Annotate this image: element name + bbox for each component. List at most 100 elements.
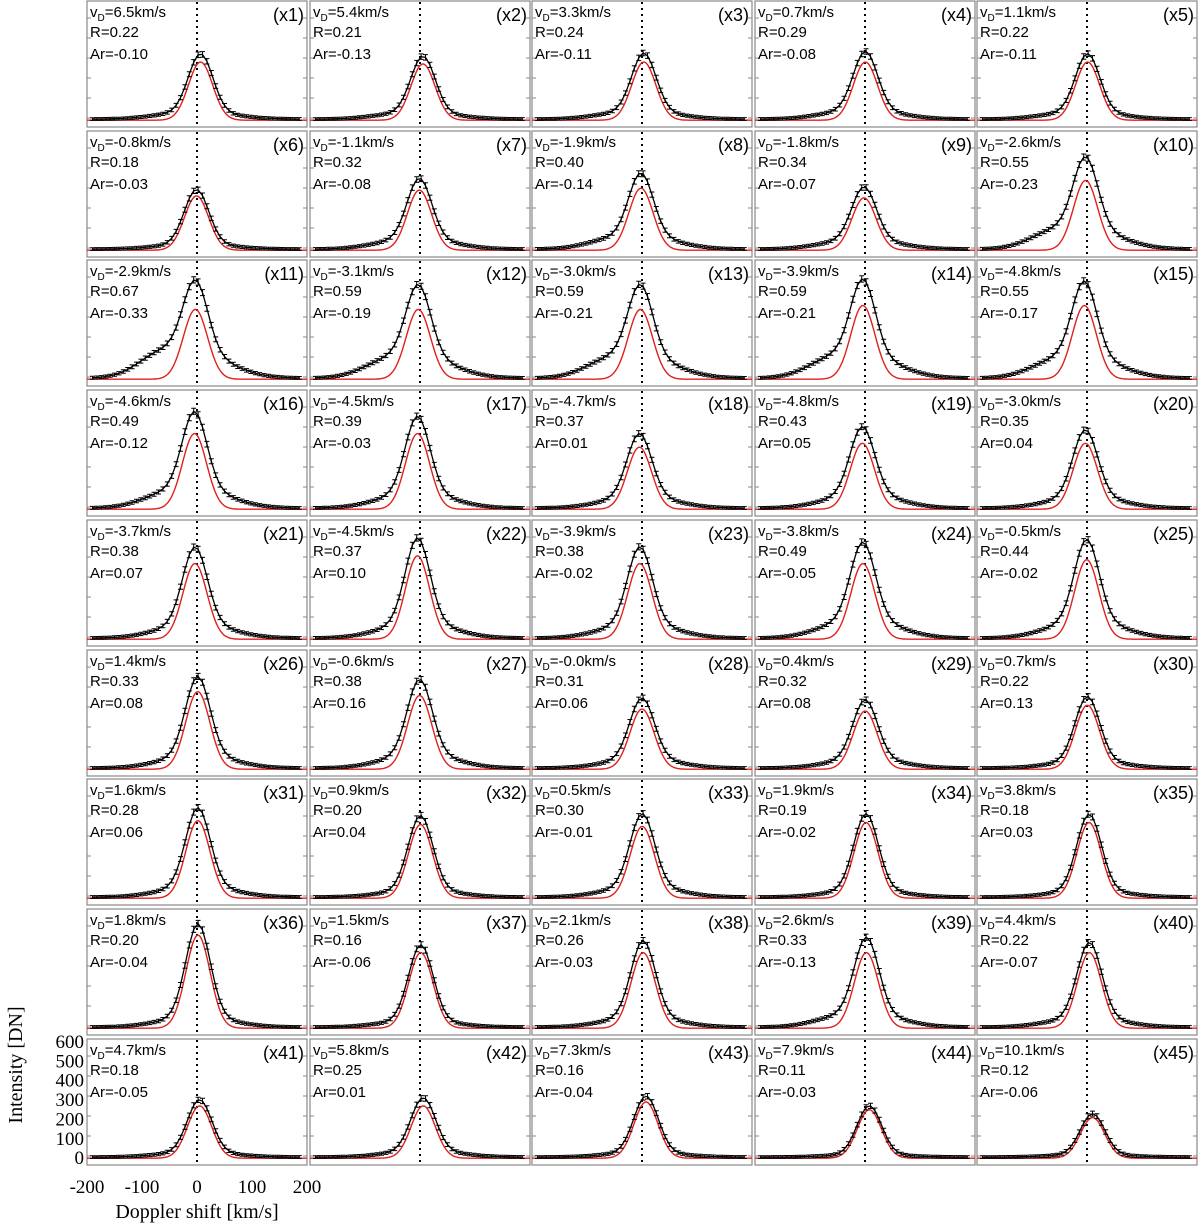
error-bar [1046,761,1051,766]
ar-value-label: Ar=-0.02 [980,565,1038,582]
error-bar [1019,504,1025,509]
r-value-label: R=0.22 [90,24,139,41]
r-value-label: R=0.20 [313,802,362,819]
error-bar [436,339,442,346]
error-bar [1120,235,1126,240]
error-bar [431,588,437,595]
error-bar [649,830,655,837]
error-bar [675,111,681,116]
error-bar [339,504,345,509]
error-bar [217,482,223,488]
error-bar [684,1020,690,1025]
error-bar [980,766,985,770]
error-bar [828,1013,834,1018]
error-bar [1138,241,1144,247]
error-bar [1072,720,1078,727]
error-bar [609,1150,615,1155]
error-bar [788,116,794,120]
error-bar [671,497,677,502]
error-bar [339,246,345,251]
error-bar [596,112,602,117]
error-bar [1164,505,1170,510]
panel-label: (x36) [263,913,304,933]
error-bar [771,766,777,770]
error-bar [383,1019,389,1024]
error-bar [806,501,812,506]
gaussian-fit-curve [977,179,1197,251]
r-value-label: R=0.35 [980,413,1029,430]
error-bar [462,242,468,248]
error-bar [960,1025,966,1029]
error-bar [863,810,869,817]
x-tick-label: 100 [238,1177,267,1198]
error-bar [623,461,628,468]
error-bar [274,116,280,121]
error-bar [1156,245,1161,250]
error-bar [116,765,122,770]
error-bar [715,374,721,379]
error-bar [741,636,747,640]
error-bar [636,813,642,820]
error-bar [357,502,362,507]
error-bar [511,1155,516,1159]
error-bar [213,83,219,89]
error-bar [502,116,508,121]
error-bar [292,1025,298,1029]
error-bar [1019,1154,1025,1159]
error-bar [235,1152,241,1157]
error-bar [916,892,922,897]
error-bar [1129,891,1135,896]
error-bar [640,937,646,944]
panel-label: (x43) [708,1043,749,1063]
error-bar [222,239,227,244]
error-bar [653,1110,659,1117]
error-bar [850,441,856,448]
error-bar [1116,1149,1122,1154]
error-bar [213,727,219,733]
error-bar [1107,608,1113,614]
error-bar [1059,883,1065,889]
error-bar [788,894,794,899]
error-bar [667,1009,672,1015]
error-bar [719,635,725,640]
error-bar [988,117,994,121]
ar-value-label: Ar=-0.04 [535,1084,593,1101]
error-bar [579,764,584,769]
error-bar [815,242,821,247]
error-bar [261,634,267,639]
error-bar [898,889,904,894]
error-bar [916,502,922,507]
error-bar [925,764,931,769]
error-bar [775,1155,781,1159]
error-bar [1094,710,1100,717]
error-bar [1032,362,1038,368]
error-bar [583,1022,589,1027]
error-bar [693,891,699,896]
error-bar [1169,246,1175,251]
error-bar [587,630,593,635]
error-bar [330,246,336,251]
velocity-label: vD=5.4km/s [313,4,389,24]
error-bar [846,213,851,220]
error-bar [907,500,913,505]
x-axis-label: Doppler shift [km/s] [115,1201,278,1223]
error-bar [365,1153,371,1158]
error-bar [230,243,236,248]
error-bar [552,635,558,640]
error-bar [1010,1155,1016,1159]
panel-label: (x1) [273,5,304,25]
error-bar [1015,894,1021,899]
error-bar [475,762,481,767]
error-bar [907,113,913,118]
observed-profile [92,675,300,769]
error-bar [837,102,843,108]
error-bar [279,635,285,640]
error-bar [872,64,878,71]
error-bar [497,765,503,770]
error-bar [601,355,606,361]
error-bar [675,363,681,369]
gaussian-fit-curve [87,432,307,510]
